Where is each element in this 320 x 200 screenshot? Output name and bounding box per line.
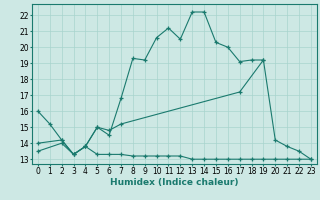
X-axis label: Humidex (Indice chaleur): Humidex (Indice chaleur) bbox=[110, 178, 239, 187]
